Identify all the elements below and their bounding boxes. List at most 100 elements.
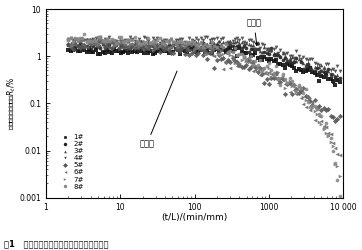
Point: [319, 114, 324, 118]
Point: [68, 49, 73, 53]
Point: [97, 35, 103, 39]
Point: [205, 57, 210, 61]
Point: [134, 39, 140, 43]
Point: [328, 73, 333, 77]
Point: [264, 64, 270, 68]
Point: [106, 50, 112, 54]
Point: [214, 36, 219, 40]
Point: [168, 44, 174, 48]
Point: [125, 38, 131, 42]
Point: [298, 68, 304, 72]
Point: [282, 82, 288, 86]
Point: [81, 32, 87, 36]
Point: [113, 42, 119, 46]
Point: [296, 88, 302, 92]
Point: [239, 50, 245, 54]
Point: [145, 46, 151, 50]
Point: [273, 58, 279, 62]
Point: [90, 42, 96, 46]
Point: [180, 42, 185, 46]
Point: [200, 47, 206, 51]
Point: [300, 61, 306, 65]
Point: [189, 44, 194, 48]
Point: [285, 57, 290, 61]
Point: [211, 44, 217, 48]
Point: [150, 52, 156, 56]
Point: [325, 70, 331, 73]
Point: [325, 133, 331, 137]
Point: [316, 78, 322, 82]
Point: [136, 45, 142, 49]
Point: [145, 51, 151, 55]
Point: [155, 38, 160, 42]
Point: [252, 63, 258, 67]
Point: [291, 66, 297, 70]
Point: [77, 41, 83, 45]
Point: [209, 49, 215, 53]
Point: [312, 62, 317, 66]
Point: [334, 117, 340, 121]
Point: [182, 52, 188, 56]
Point: [232, 60, 238, 64]
Point: [70, 38, 76, 42]
Point: [134, 44, 140, 48]
Point: [266, 61, 272, 65]
Point: [246, 38, 252, 42]
Point: [84, 40, 89, 44]
Point: [337, 174, 342, 178]
Point: [116, 42, 122, 46]
Point: [161, 44, 167, 48]
Point: [191, 48, 197, 52]
Point: [150, 42, 156, 46]
Point: [303, 69, 308, 73]
Point: [164, 46, 169, 50]
Point: [186, 40, 192, 44]
Point: [152, 40, 158, 44]
Point: [157, 41, 163, 45]
Point: [173, 45, 178, 49]
Point: [72, 36, 78, 40]
Point: [173, 40, 178, 44]
Point: [166, 48, 172, 52]
Point: [262, 66, 268, 70]
Point: [273, 54, 279, 58]
Point: [177, 44, 183, 48]
Point: [113, 40, 119, 44]
Point: [184, 42, 190, 46]
Point: [223, 42, 229, 46]
Point: [278, 62, 283, 66]
Point: [122, 43, 128, 47]
Point: [269, 76, 274, 80]
Point: [275, 77, 281, 81]
Point: [125, 40, 131, 44]
Point: [303, 62, 308, 66]
Point: [234, 44, 240, 48]
Point: [243, 58, 249, 62]
Point: [168, 44, 174, 48]
Point: [166, 39, 172, 43]
Point: [225, 45, 231, 49]
Point: [136, 44, 142, 48]
Point: [122, 42, 128, 46]
Point: [88, 42, 94, 46]
Point: [234, 54, 240, 58]
Point: [280, 74, 286, 78]
Point: [273, 45, 279, 49]
Point: [118, 44, 124, 48]
Point: [77, 49, 83, 53]
Point: [250, 43, 256, 47]
Point: [143, 46, 149, 50]
Point: [148, 41, 153, 45]
Point: [248, 54, 254, 58]
Point: [305, 58, 311, 62]
Point: [186, 40, 192, 44]
Point: [180, 42, 185, 46]
Point: [93, 48, 99, 52]
Point: [111, 46, 117, 50]
Point: [223, 41, 229, 45]
Point: [88, 38, 94, 42]
Point: [182, 45, 188, 49]
Point: [316, 104, 322, 108]
Point: [278, 76, 283, 80]
Point: [127, 42, 133, 46]
